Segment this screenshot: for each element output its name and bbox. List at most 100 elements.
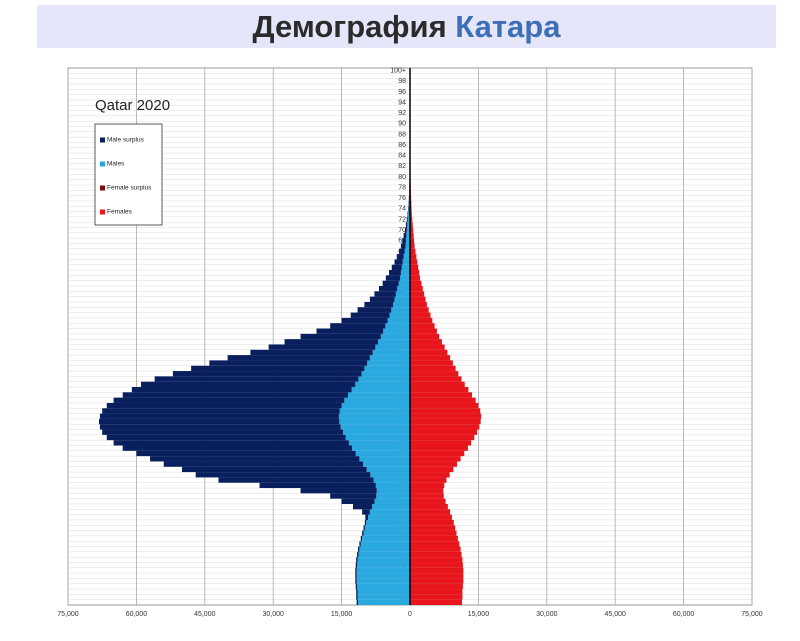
y-tick-label: 76 [398, 195, 406, 202]
y-tick-label: 72 [398, 216, 406, 223]
bar [369, 355, 410, 361]
bar [359, 456, 410, 462]
bar [182, 466, 367, 473]
bar [355, 578, 357, 584]
bar [408, 206, 410, 212]
bar [410, 291, 425, 297]
bar [410, 551, 462, 558]
bar [406, 227, 410, 233]
bar [364, 365, 410, 372]
bar [410, 243, 415, 249]
bar [268, 344, 376, 350]
bar [172, 371, 362, 377]
bar [357, 594, 410, 600]
bar [191, 365, 365, 372]
bar [99, 413, 339, 419]
bar [410, 514, 452, 520]
bar [397, 285, 410, 292]
bar [404, 227, 407, 233]
x-tick-label: 45,000 [604, 611, 626, 618]
bar [375, 344, 410, 350]
bar [410, 594, 463, 600]
bar [404, 248, 410, 255]
bar [410, 275, 421, 281]
y-tick-label: 74 [398, 206, 406, 213]
bar [410, 349, 448, 356]
bar [99, 418, 340, 425]
bar [410, 498, 446, 504]
bar [106, 402, 342, 409]
bar [330, 493, 377, 499]
bar [410, 392, 473, 398]
bar [150, 456, 360, 462]
bar [378, 339, 410, 345]
bar [366, 466, 410, 473]
bar [410, 323, 435, 329]
bar [410, 227, 414, 233]
y-tick-label: 68 [398, 238, 406, 245]
bar [410, 445, 468, 451]
chart-title: Qatar 2020 [95, 97, 170, 114]
bar [339, 408, 410, 414]
x-tick-label: 15,000 [331, 611, 353, 618]
bar [342, 429, 410, 435]
bar [362, 509, 370, 515]
bar [385, 323, 410, 329]
bar [410, 466, 454, 473]
y-tick-label: 96 [398, 89, 406, 96]
bar [300, 488, 377, 494]
bar [363, 525, 365, 531]
bar [340, 424, 410, 430]
bar [410, 456, 461, 462]
bar [410, 259, 418, 265]
bar [136, 450, 356, 457]
title-highlight: Катара [455, 9, 561, 44]
bar [351, 387, 410, 393]
bar [361, 371, 410, 377]
bar [355, 381, 410, 388]
bar [383, 328, 410, 334]
bar [410, 450, 465, 457]
bar [341, 317, 388, 324]
bar [410, 434, 475, 441]
bar [154, 376, 359, 382]
x-tick-label: 60,000 [126, 611, 148, 618]
bar [341, 402, 410, 409]
bar [410, 440, 472, 446]
bar [355, 562, 358, 568]
bar [410, 211, 412, 217]
bar [355, 450, 410, 457]
bar [102, 429, 343, 435]
bar [376, 493, 410, 499]
x-tick-label: 45,000 [194, 611, 216, 618]
bar [410, 562, 463, 568]
bar [410, 557, 463, 563]
bar [396, 254, 404, 260]
bar [364, 525, 410, 531]
bar [410, 222, 413, 228]
bar [410, 296, 426, 302]
bar [389, 312, 410, 318]
bar [338, 413, 410, 419]
legend-label: Female surplus [107, 185, 152, 192]
bar [341, 498, 375, 504]
bar [284, 339, 379, 345]
bar [350, 312, 390, 318]
bar [373, 477, 410, 483]
bar [353, 503, 373, 510]
bar [356, 578, 410, 584]
bar [352, 445, 410, 451]
bar [355, 573, 357, 579]
bar [410, 339, 442, 345]
legend-box [94, 123, 163, 226]
bar [360, 535, 363, 542]
bar [405, 238, 410, 244]
bar [410, 270, 420, 276]
y-tick-label: 78 [398, 184, 406, 191]
bar [376, 488, 410, 494]
bar [209, 360, 368, 366]
bar [410, 333, 440, 340]
bar [410, 418, 481, 425]
bar [410, 525, 456, 531]
